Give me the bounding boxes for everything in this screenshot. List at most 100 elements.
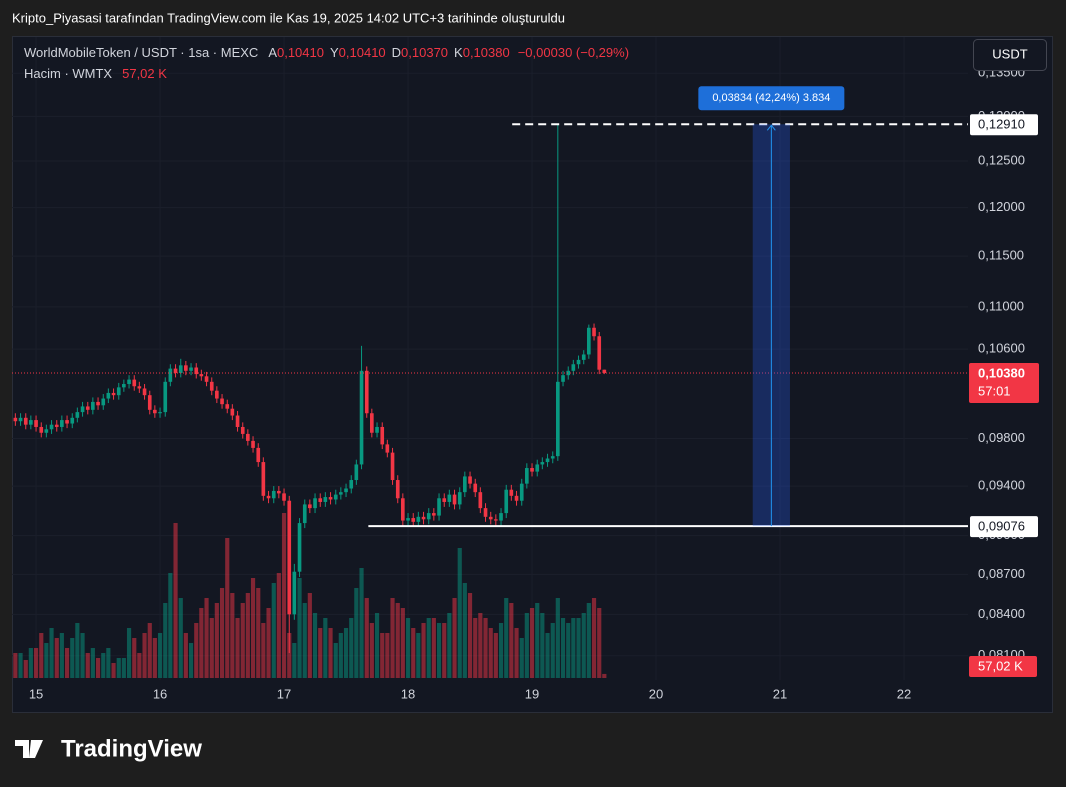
candle-body [411,518,416,522]
candle-body [235,415,240,427]
last-price-box [969,362,1039,403]
candle-body [225,404,230,409]
candle-body [209,381,214,391]
volume-bar [18,653,23,678]
volume-bar [524,613,529,678]
candle-body [354,464,359,481]
volume-bar [157,633,163,678]
candle-body [473,483,478,493]
volume-bar [256,588,261,678]
candle-body [457,492,462,505]
volume-bar [597,608,602,678]
volume-bar [90,648,95,678]
volume-bar [235,618,240,678]
logo-text: TradingView [61,735,202,762]
currency-label[interactable]: USDT [992,46,1027,61]
volume-bar [121,658,126,678]
candle-body [478,492,483,509]
candle-body [525,468,529,484]
candle-body [147,395,152,410]
legend-key: A [268,45,277,60]
candle-body [380,426,385,445]
volume-bar [395,603,400,678]
volume-bar [219,588,225,678]
volume-bar [302,603,307,678]
candle-body [359,370,364,465]
volume-bar [359,568,364,678]
y-tick-label: 0,12000 [978,199,1025,214]
volume-label: 57,02 K [978,658,1023,673]
candle-body [370,413,374,433]
candle-body [545,458,550,463]
volume-bar [478,613,483,678]
candle-body [96,401,100,406]
candle-body [333,494,338,500]
candle-body [406,518,410,521]
legend-key: K [454,45,463,60]
volume-label-box [969,656,1037,677]
candle-body [215,390,219,399]
candle-body [158,412,162,414]
candle-body [194,367,199,375]
volume-bar [64,648,70,678]
candle-body [271,490,276,499]
volume-bar [80,633,85,678]
candle-body [101,398,106,406]
volume-bar [436,623,442,678]
volume-bar [271,583,276,678]
candle-body [437,498,441,516]
volume-bar [266,608,271,678]
x-tick-label: 15 [29,686,43,701]
candle-body [173,368,178,373]
volume-bar [354,588,359,678]
volume-bar [318,628,323,678]
volume-bar [209,618,214,678]
volume-bar [400,608,405,678]
candle-body [122,384,126,388]
volume-bar [483,618,488,678]
candle-body [509,489,514,496]
volume-bar [126,628,132,678]
candle-body [13,417,18,422]
candle-body [499,513,503,521]
candle-body [587,327,591,355]
volume-bar [560,618,566,678]
candle-body [184,365,188,371]
candle-body [571,364,576,371]
volume-bar [571,618,576,678]
volume-bar [343,628,349,678]
volume-bar [168,573,173,678]
volume-bar [204,598,209,678]
candle-body [566,370,571,376]
legend-change: −0,00030 (−0,29%) [518,45,629,60]
volume-bar [132,638,137,678]
x-tick-label: 19 [525,686,539,701]
candle-body [220,398,224,405]
candle-body [168,368,173,382]
candle-body [504,489,509,514]
candle-body [230,408,235,416]
candle-body [189,367,193,371]
candle-body [282,493,286,501]
candle-body [142,388,147,396]
volume-bar [137,653,142,678]
candle-body [127,379,131,385]
volume-bar [385,633,390,678]
volume-bar [276,573,281,678]
currency-button[interactable] [973,39,1047,71]
volume-bar [287,633,292,678]
volume-bar [312,613,318,678]
candle-body [91,401,95,410]
last-price-label: 0,10380 [978,365,1025,380]
candle-body [426,513,431,520]
volume-bar [442,623,447,678]
volume-value: 57,02 K [122,66,167,81]
candle-body [344,488,348,493]
candle-body [597,336,602,370]
volume-bar [39,633,44,678]
volume-bar [147,623,152,678]
volume-bar [28,648,33,678]
volume-bar [374,613,380,678]
candle-body [44,429,49,433]
